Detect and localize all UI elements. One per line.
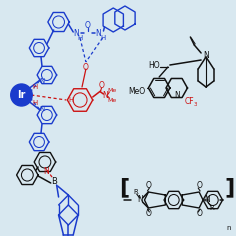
Text: O: O xyxy=(85,21,91,30)
Text: N: N xyxy=(43,167,49,176)
Text: O: O xyxy=(145,210,151,219)
Text: N: N xyxy=(204,195,210,205)
Text: H: H xyxy=(33,84,38,90)
Text: 3: 3 xyxy=(193,101,197,106)
Text: H: H xyxy=(77,35,83,41)
Text: Me: Me xyxy=(108,97,117,102)
Text: N: N xyxy=(96,29,101,38)
Text: H: H xyxy=(33,100,38,106)
Text: H: H xyxy=(100,35,105,41)
Text: N: N xyxy=(138,195,143,205)
Text: N: N xyxy=(203,51,209,59)
Text: R: R xyxy=(210,205,214,211)
Text: O: O xyxy=(196,210,202,219)
Text: O: O xyxy=(83,63,89,72)
Text: O: O xyxy=(196,181,202,190)
Text: R: R xyxy=(133,189,138,195)
Text: N: N xyxy=(39,106,45,112)
Text: [: [ xyxy=(119,177,129,197)
Text: N: N xyxy=(73,29,79,38)
Text: O: O xyxy=(99,80,105,89)
Text: O: O xyxy=(145,181,151,190)
Text: B: B xyxy=(51,177,57,186)
Circle shape xyxy=(11,84,32,106)
Text: HO: HO xyxy=(148,60,160,69)
Text: N: N xyxy=(103,90,108,100)
Text: n: n xyxy=(227,225,231,231)
Text: Me: Me xyxy=(108,88,117,93)
Text: H: H xyxy=(69,97,74,103)
Text: N: N xyxy=(39,78,45,84)
Text: Ir: Ir xyxy=(17,90,26,100)
Text: CF: CF xyxy=(185,97,194,106)
Text: MeO: MeO xyxy=(128,87,145,96)
Text: N: N xyxy=(174,92,180,101)
Text: ]: ] xyxy=(224,177,235,197)
